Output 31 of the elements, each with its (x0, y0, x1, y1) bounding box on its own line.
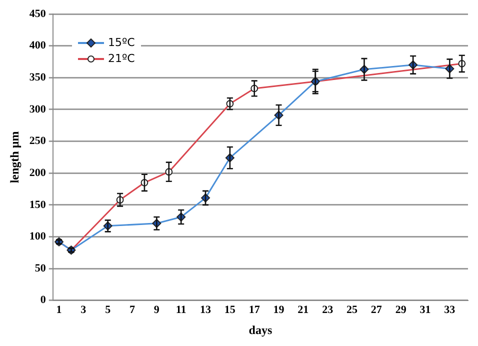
legend-label: 15ºC (108, 36, 135, 49)
x-tick-label: 1 (56, 304, 62, 316)
x-tick-label: 7 (130, 304, 136, 316)
y-tick-label: 300 (29, 103, 46, 116)
x-tick-label: 21 (298, 304, 309, 316)
x-tick-label: 13 (200, 304, 212, 316)
y-tick-label: 400 (29, 40, 46, 52)
x-tick-label: 31 (420, 304, 431, 316)
x-tick-label: 19 (273, 304, 285, 316)
y-tick-label: 50 (34, 262, 46, 274)
x-tick-label: 9 (154, 304, 160, 316)
y-tick-label: 150 (29, 198, 46, 211)
x-tick-label: 29 (395, 304, 407, 316)
y-tick-label: 0 (40, 294, 46, 306)
y-tick-label: 350 (29, 71, 46, 84)
x-tick-label: 3 (80, 304, 87, 316)
x-tick-label: 27 (370, 304, 382, 316)
y-axis-title: length µm (7, 131, 22, 184)
y-tick-label: 200 (29, 166, 46, 179)
x-tick-label: 15 (224, 304, 236, 316)
x-tick-label: 33 (444, 304, 456, 316)
y-tick-label: 450 (29, 8, 46, 20)
y-tick-label: 250 (29, 135, 46, 148)
x-tick-label: 23 (322, 304, 334, 316)
x-axis-title: days (248, 322, 272, 337)
x-tick-label: 11 (176, 304, 186, 316)
y-tick-label: 100 (29, 230, 46, 243)
x-tick-label: 5 (105, 304, 112, 316)
x-tick-label: 17 (248, 304, 260, 316)
legend-label: 21ºC (108, 52, 135, 65)
x-tick-label: 25 (346, 304, 358, 316)
